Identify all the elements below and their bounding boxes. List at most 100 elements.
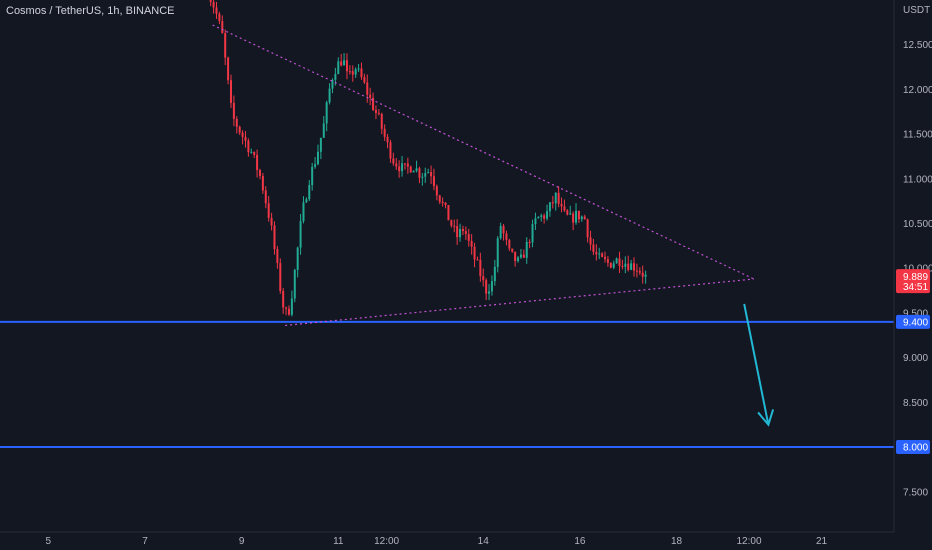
candle-body xyxy=(502,225,505,234)
time-tick-label: 18 xyxy=(671,536,683,547)
candle-body xyxy=(296,247,299,270)
symbol-legend[interactable]: Cosmos / TetherUS, 1h, BINANCE xyxy=(6,5,175,17)
candle-body xyxy=(398,166,401,172)
candle-body xyxy=(488,291,491,294)
candle-body xyxy=(392,158,395,164)
candle-body xyxy=(421,176,424,178)
forecast-arrow-head[interactable] xyxy=(757,409,775,427)
candle-body xyxy=(560,203,563,207)
candle-body xyxy=(258,170,261,176)
time-tick-label: 14 xyxy=(478,536,490,547)
candles-group xyxy=(209,0,647,317)
time-tick-label: 11 xyxy=(333,536,344,547)
price-tick-label: 11.000 xyxy=(903,174,932,185)
candle-body xyxy=(461,229,464,232)
price-tick-label: 11.500 xyxy=(903,130,932,141)
candle-body xyxy=(276,249,279,264)
candle-body xyxy=(575,210,578,223)
candle-body xyxy=(241,132,244,137)
candle-body xyxy=(627,263,630,270)
triangle-lower-trendline[interactable] xyxy=(285,278,754,327)
candle-body xyxy=(490,281,493,292)
candle-body xyxy=(308,185,311,200)
candle-body xyxy=(238,126,241,133)
candle-body xyxy=(592,244,595,253)
candle-body xyxy=(395,163,398,167)
candle-body xyxy=(479,259,482,277)
candle-body xyxy=(450,220,453,226)
candle-body xyxy=(215,7,218,14)
candle-body xyxy=(232,102,235,119)
last-price-badge xyxy=(896,269,930,294)
candle-body xyxy=(264,190,267,204)
level-price-badge xyxy=(896,314,930,329)
candle-body xyxy=(305,199,308,203)
time-tick-label: 16 xyxy=(574,536,586,547)
candle-body xyxy=(372,97,375,110)
candle-body xyxy=(293,269,296,299)
candle-body xyxy=(279,263,282,292)
price-tick-label: 12.500 xyxy=(903,40,932,51)
price-tick-label: 9.000 xyxy=(903,353,928,364)
candle-body xyxy=(435,186,438,196)
candle-body xyxy=(615,258,618,264)
candle-body xyxy=(247,140,250,153)
candle-body xyxy=(322,123,325,138)
candle-body xyxy=(563,206,566,211)
candle-body xyxy=(235,118,238,127)
time-axis[interactable]: 5 7 9 11 12:00 14 16 18 12:00 21 xyxy=(46,536,828,547)
candle-body xyxy=(464,231,467,235)
candle-body xyxy=(505,233,508,240)
candle-body xyxy=(270,217,273,226)
currency-label: USDT xyxy=(903,5,930,16)
candle-body xyxy=(218,13,221,22)
price-tick-label: 7.500 xyxy=(903,487,928,498)
candle-body xyxy=(345,60,348,72)
candle-body xyxy=(609,262,612,268)
candle-body xyxy=(537,216,540,219)
candle-body xyxy=(357,68,360,70)
candle-body xyxy=(311,166,314,186)
candle-body xyxy=(412,170,415,173)
candle-body xyxy=(409,166,412,173)
candle-body xyxy=(630,263,633,270)
candle-body xyxy=(340,61,343,66)
candle-body xyxy=(482,276,485,281)
candle-body xyxy=(528,241,531,243)
candle-body xyxy=(314,164,317,167)
candle-body xyxy=(331,79,334,89)
candle-body xyxy=(380,114,383,129)
candle-body xyxy=(546,211,549,219)
price-tick-label: 12.000 xyxy=(903,85,932,96)
time-tick-label: 12:00 xyxy=(374,536,399,547)
candle-body xyxy=(299,221,302,248)
candle-body xyxy=(453,225,456,227)
candle-body xyxy=(540,215,543,217)
candle-body xyxy=(383,128,386,137)
candle-body xyxy=(250,151,253,153)
candle-body xyxy=(543,215,546,219)
candle-body xyxy=(325,102,328,124)
time-tick-label: 9 xyxy=(239,536,245,547)
candle-body xyxy=(621,265,624,267)
candle-body xyxy=(580,216,583,220)
forecast-arrow-shaft[interactable] xyxy=(743,303,770,425)
candle-body xyxy=(406,163,409,167)
candle-body xyxy=(427,172,430,174)
candle-body xyxy=(511,248,514,252)
candle-body xyxy=(548,202,551,212)
candle-body xyxy=(360,68,363,78)
candle-body xyxy=(351,71,354,75)
candle-body xyxy=(589,237,592,245)
price-tick-label: 9.500 xyxy=(903,308,928,319)
candle-body xyxy=(493,266,496,282)
candle-body xyxy=(476,259,479,261)
candle-body xyxy=(389,142,392,159)
candle-body xyxy=(606,259,609,263)
candle-body xyxy=(531,224,534,243)
candle-body xyxy=(209,0,212,2)
candle-body xyxy=(285,307,288,309)
